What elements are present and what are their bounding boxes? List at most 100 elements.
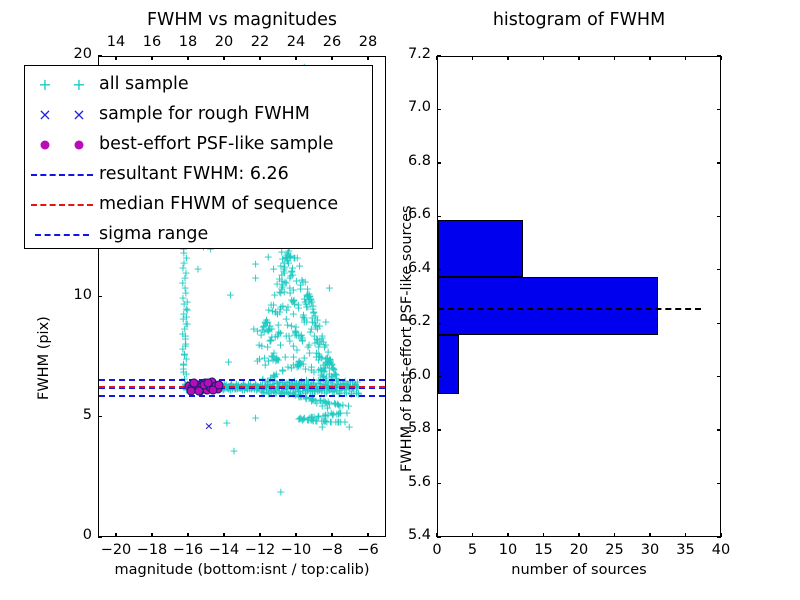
legend-item[interactable]: median FHWM of sequence: [25, 190, 372, 220]
scatter-point-all: +: [277, 268, 287, 282]
scatter-point-all: +: [181, 266, 191, 280]
scatter-point-all: +: [178, 312, 188, 326]
scatter-point-all: +: [292, 358, 302, 372]
scatter-point-all: +: [282, 254, 292, 268]
tick-mark: [471, 533, 474, 537]
scatter-point-all: +: [250, 411, 261, 425]
scatter-point-all: +: [297, 413, 308, 427]
scatter-point-all: +: [256, 328, 266, 342]
sigma-lower-line: [99, 394, 385, 397]
tick-mark: [613, 533, 616, 537]
x-tick-label: −10: [280, 542, 312, 558]
x-top-tick-label: 16: [142, 34, 162, 50]
scatter-point-all: +: [283, 256, 294, 270]
histogram-median-line: [438, 308, 701, 311]
dot-icon: [74, 140, 84, 150]
tick-mark: [187, 533, 189, 537]
scatter-point-all: +: [263, 354, 273, 368]
scatter-point-all: +: [279, 266, 289, 280]
scatter-point-all: +: [317, 351, 327, 365]
scatter-point-all: +: [273, 329, 283, 343]
scatter-point-all: +: [259, 351, 270, 365]
tick-mark: [367, 533, 369, 537]
right-panel-xlabel: number of sources: [511, 562, 647, 578]
tick-mark: [437, 55, 441, 57]
scatter-point-all: +: [267, 349, 277, 363]
scatter-point-all: +: [307, 413, 317, 427]
scatter-point-all: +: [353, 387, 364, 401]
scatter-point-all: +: [290, 297, 300, 311]
scatter-point-all: +: [322, 356, 332, 370]
scatter-point-all: +: [323, 395, 333, 409]
legend-item[interactable]: + + all sample: [25, 70, 372, 100]
scatter-point-all: +: [309, 329, 319, 343]
scatter-point-all: +: [300, 275, 310, 289]
tick-mark: [437, 108, 441, 111]
legend-item[interactable]: resultant FWHM: 6.26: [25, 160, 372, 190]
tick-mark: [331, 56, 333, 60]
scatter-point-all: +: [180, 322, 190, 336]
scatter-point-all: +: [281, 303, 292, 317]
tick-mark: [98, 416, 102, 418]
scatter-point-all: +: [291, 325, 301, 339]
right-axes[interactable]: [437, 56, 721, 537]
tick-mark: [542, 56, 545, 60]
tick-mark: [471, 56, 474, 60]
scatter-point-all: +: [250, 257, 261, 271]
dashed-line-icon: [31, 204, 93, 206]
scatter-point-all: +: [285, 334, 295, 348]
scatter-point-all: +: [321, 409, 331, 422]
scatter-point-all: +: [288, 294, 299, 308]
legend-item[interactable]: × × sample for rough FWHM: [25, 100, 372, 130]
scatter-point-all: +: [249, 322, 259, 336]
scatter-point-all: +: [294, 412, 304, 426]
y-tick-label: 6.8: [407, 152, 431, 169]
tick-mark: [717, 376, 721, 378]
tick-mark: [717, 269, 721, 271]
scatter-point-all: +: [264, 322, 274, 336]
scatter-point-all: +: [318, 358, 328, 372]
scatter-point-all: +: [270, 288, 280, 302]
scatter-point-all: +: [330, 397, 341, 411]
legend-marker: [25, 160, 99, 190]
scatter-point-all: +: [316, 335, 326, 349]
legend-item[interactable]: best-effort PSF-like sample: [25, 130, 372, 160]
scatter-point-all: +: [276, 485, 286, 499]
scatter-point-all: +: [316, 394, 326, 408]
legend-item[interactable]: sigma range: [25, 220, 372, 250]
scatter-point-all: +: [181, 337, 191, 351]
tick-mark: [507, 56, 509, 60]
scatter-point-all: +: [292, 251, 302, 265]
scatter-point-all: +: [285, 281, 295, 295]
tick-mark: [507, 533, 509, 537]
legend-label: best-effort PSF-like sample: [99, 134, 334, 155]
tick-mark: [717, 108, 721, 111]
scatter-point-all: +: [324, 354, 334, 368]
scatter-point-all: +: [261, 313, 272, 327]
scatter-point-all: +: [324, 281, 334, 295]
tick-mark: [717, 429, 721, 431]
scatter-point-all: +: [312, 313, 322, 327]
scatter-point-all: +: [342, 406, 352, 420]
x-top-tick-label: 18: [178, 34, 198, 50]
legend-label: all sample: [99, 74, 189, 95]
scatter-point-all: +: [306, 363, 316, 377]
scatter-point-all: +: [304, 287, 314, 301]
left-panel-xlabel: magnitude (bottom:isnt / top:calib): [114, 562, 370, 578]
y-tick-label: 10: [73, 286, 92, 303]
scatter-point-all: +: [307, 295, 317, 309]
scatter-point-all: +: [180, 332, 190, 346]
legend[interactable]: + + all sample × × sample for rough FWHM best-…: [24, 65, 373, 249]
scatter-point-all: +: [299, 411, 309, 425]
scatter-point-all: +: [280, 350, 290, 364]
y-tick-label: 0: [82, 527, 92, 543]
scatter-point-all: +: [301, 390, 311, 404]
scatter-point-all: +: [266, 333, 276, 347]
scatter-point-all: +: [265, 319, 275, 333]
x-tick-label: 20: [569, 542, 589, 558]
scatter-point-all: +: [309, 305, 319, 319]
scatter-point-all: +: [298, 412, 309, 426]
scatter-point-all: +: [274, 272, 285, 286]
scatter-point-all: +: [318, 414, 328, 428]
y-tick-label: 7.2: [407, 46, 431, 62]
